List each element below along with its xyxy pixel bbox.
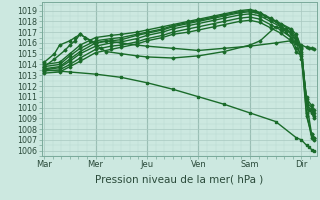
X-axis label: Pression niveau de la mer( hPa ): Pression niveau de la mer( hPa ) — [95, 175, 263, 185]
